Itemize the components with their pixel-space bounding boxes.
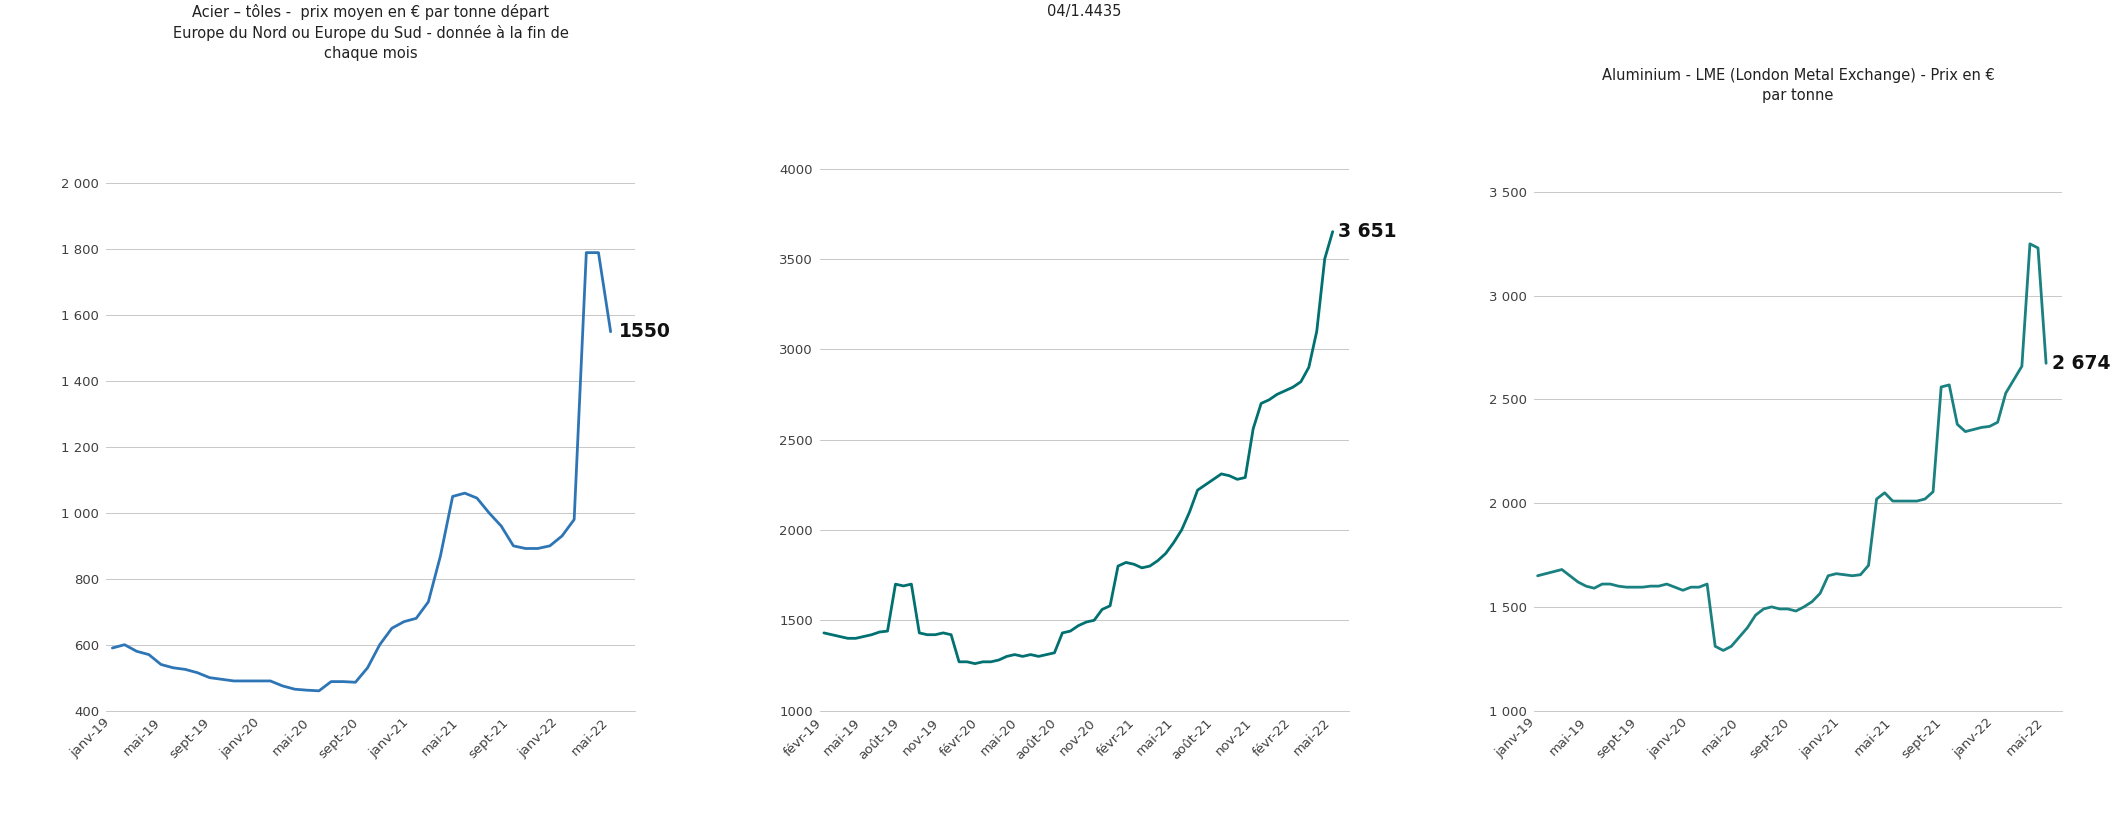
Text: 2 674: 2 674	[2052, 354, 2111, 373]
Text: 3 651: 3 651	[1337, 222, 1397, 241]
Text: Inox  - €/t -Prix d'achat moyens constatés par un
panel d'acheteurs de la FIM (A: Inox - €/t -Prix d'achat moyens constaté…	[897, 0, 1271, 19]
Text: 1550: 1550	[619, 322, 672, 341]
Text: Acier – tôles -  prix moyen en € par tonne départ
Europe du Nord ou Europe du Su: Acier – tôles - prix moyen en € par tonn…	[172, 4, 568, 61]
Text: Aluminium - LME (London Metal Exchange) - Prix en €
par tonne: Aluminium - LME (London Metal Exchange) …	[1601, 68, 1994, 103]
